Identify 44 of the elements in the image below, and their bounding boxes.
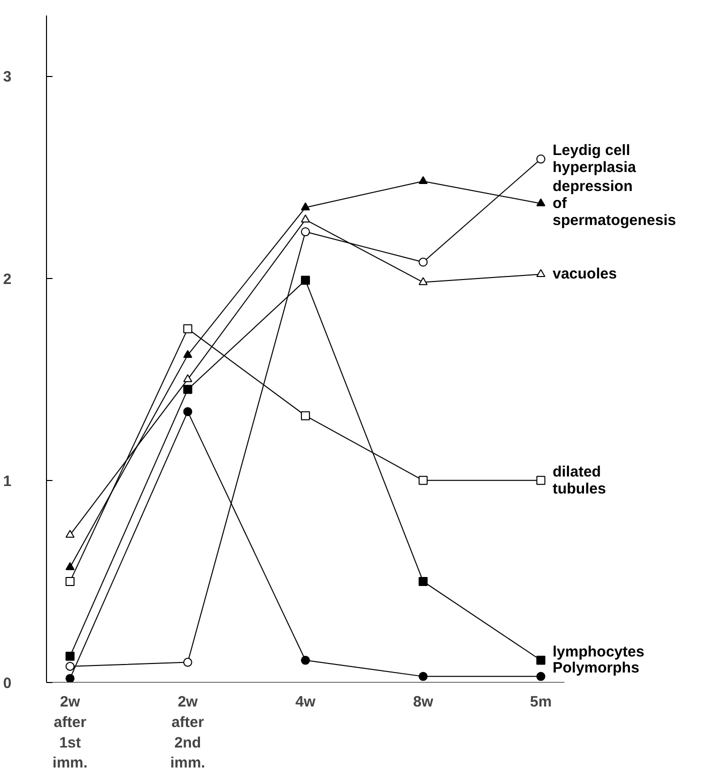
point bbox=[300, 656, 310, 665]
point bbox=[536, 269, 546, 278]
series-label: vacuoles bbox=[552, 266, 617, 283]
point bbox=[418, 277, 428, 286]
point bbox=[66, 562, 75, 570]
point bbox=[66, 662, 75, 671]
y-tick-label: 2 bbox=[3, 270, 12, 288]
point bbox=[300, 276, 310, 285]
point bbox=[418, 258, 428, 267]
x-tick-label: 8w bbox=[413, 694, 434, 710]
point bbox=[536, 198, 546, 206]
point bbox=[183, 350, 192, 358]
point bbox=[418, 672, 428, 681]
series-label: lymphocytes bbox=[552, 643, 644, 660]
point bbox=[536, 672, 546, 681]
point bbox=[66, 652, 75, 661]
point bbox=[183, 658, 192, 667]
point bbox=[418, 476, 428, 485]
point bbox=[418, 176, 428, 184]
y-tick-label: 0 bbox=[3, 675, 12, 692]
point bbox=[536, 154, 546, 164]
point bbox=[536, 656, 546, 665]
y-tick-label: 3 bbox=[3, 68, 12, 86]
point bbox=[300, 202, 310, 210]
x-tick-label: 2w after 2nd imm. bbox=[170, 694, 206, 772]
point bbox=[183, 384, 192, 394]
series-label: Polymorphs bbox=[552, 659, 640, 676]
point bbox=[183, 324, 192, 334]
point bbox=[66, 674, 75, 682]
point bbox=[300, 214, 310, 222]
y-tick-label: 1 bbox=[3, 472, 12, 490]
point bbox=[418, 576, 428, 586]
series-label: depression of spermatogenesis bbox=[552, 178, 676, 229]
x-tick-label: 2w after 1st imm. bbox=[52, 694, 88, 772]
point bbox=[66, 530, 75, 538]
point bbox=[66, 576, 75, 586]
point bbox=[300, 411, 310, 420]
point bbox=[183, 407, 192, 416]
point bbox=[536, 476, 546, 485]
x-tick-label: 4w bbox=[295, 694, 316, 710]
point bbox=[300, 227, 310, 236]
x-tick-label: 5m bbox=[530, 694, 552, 710]
point bbox=[183, 374, 192, 382]
series-label: dilated tubules bbox=[552, 463, 606, 498]
